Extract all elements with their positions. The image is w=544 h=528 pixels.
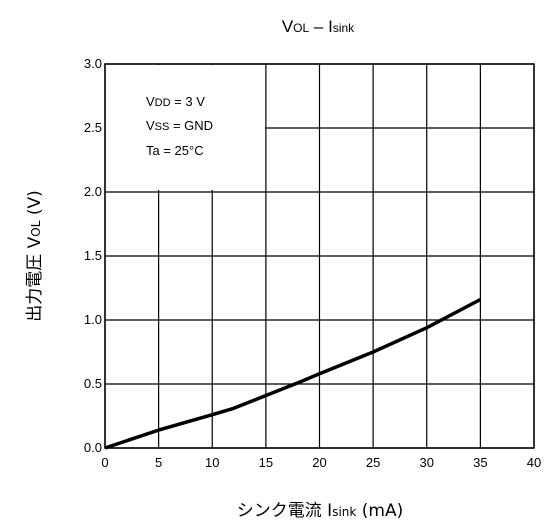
series-line-0 <box>104 297 482 450</box>
x-tick-label: 30 <box>420 455 434 470</box>
plot-frame <box>104 63 535 449</box>
y-axis-label: 出力電圧 VOL (V) <box>25 190 45 322</box>
condition-ta: Ta = 25°C <box>146 143 204 158</box>
y-tick-label: 0.0 <box>84 440 102 455</box>
conditions-box <box>106 65 265 190</box>
x-tick-label: 0 <box>101 455 108 470</box>
y-tick-label: 0.5 <box>84 376 102 391</box>
x-tick-label: 20 <box>312 455 326 470</box>
chart-title: VOL – Isink <box>282 17 355 36</box>
x-tick-label: 5 <box>155 455 162 470</box>
y-tick-label: 3.0 <box>84 56 102 71</box>
x-tick-label: 10 <box>205 455 219 470</box>
x-tick-labels: 0 5 10 15 20 25 30 35 40 <box>101 455 541 470</box>
y-tick-label: 1.0 <box>84 312 102 327</box>
y-tick-label: 2.0 <box>84 184 102 199</box>
conditions-text: VDD = 3 V VSS = GND Ta = 25°C <box>146 94 213 158</box>
x-axis-label: シンク電流 Isink (mA) <box>237 501 403 521</box>
x-tick-label: 35 <box>473 455 487 470</box>
grid-lines <box>104 63 535 449</box>
x-tick-label: 15 <box>259 455 273 470</box>
y-tick-label: 2.5 <box>84 120 102 135</box>
x-tick-label: 40 <box>527 455 541 470</box>
condition-vss: VSS = GND <box>146 118 213 133</box>
x-tick-label: 25 <box>366 455 380 470</box>
condition-vdd: VDD = 3 V <box>146 94 205 109</box>
series-group <box>104 297 482 450</box>
y-tick-label: 1.5 <box>84 248 102 263</box>
y-tick-labels: 0.0 0.5 1.0 1.5 2.0 2.5 3.0 <box>84 56 102 455</box>
